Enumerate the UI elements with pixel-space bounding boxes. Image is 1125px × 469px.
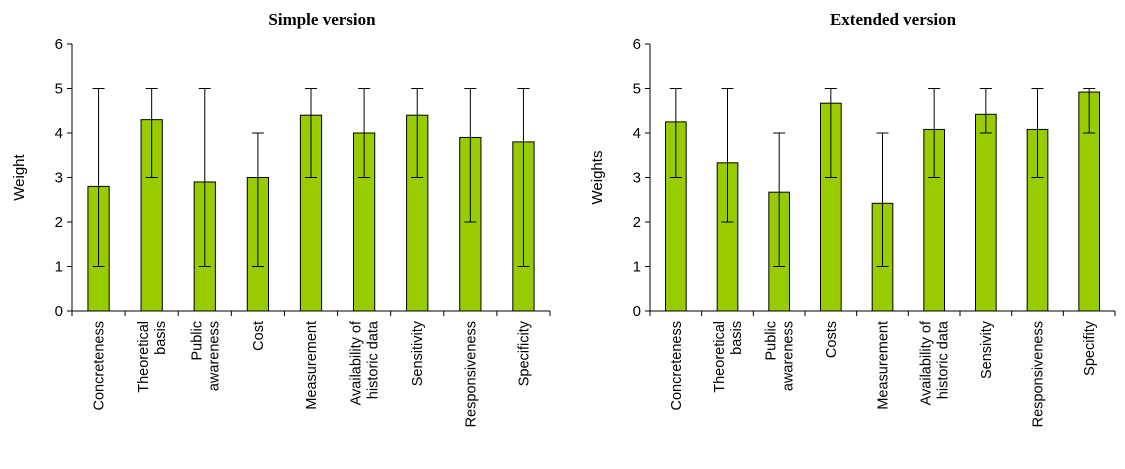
y-tick-label: 6: [633, 36, 641, 53]
y-tick-label: 0: [633, 303, 641, 320]
x-category-label: basis: [729, 321, 745, 355]
error-bar: [145, 88, 158, 178]
x-category-label: Responsiveness: [463, 321, 479, 427]
y-tick-label: 4: [633, 125, 641, 142]
error-bar: [824, 88, 837, 178]
error-bar: [251, 132, 264, 267]
simple-version-chart: Simple version Weight 0 1 2 3 4 5 6 Concreteness T…: [0, 0, 562, 469]
y-tick-label: 2: [55, 214, 63, 231]
x-category-label: Cost: [251, 321, 267, 351]
y-tick-label: 2: [633, 214, 641, 231]
error-bar: [1031, 88, 1044, 178]
x-category-label: awareness: [206, 321, 222, 391]
error-bar: [979, 88, 992, 134]
y-tick-label: 5: [633, 81, 641, 98]
error-bar: [358, 88, 371, 178]
error-bar: [92, 88, 105, 267]
y-tick-label: 6: [55, 36, 63, 53]
x-category-label: Theoretical: [712, 321, 728, 393]
bar: [975, 113, 997, 312]
x-category-label: Public: [764, 321, 780, 361]
x-category-label: Concreteness: [669, 321, 685, 410]
y-tick-label: 4: [55, 125, 63, 142]
y-tick-label: 1: [633, 259, 641, 276]
error-bar: [1083, 88, 1096, 134]
error-bar: [305, 88, 317, 178]
y-tick-label: 5: [55, 81, 63, 98]
error-bar: [411, 88, 424, 178]
x-category-label: Availability of: [919, 320, 935, 405]
error-bar: [928, 88, 941, 178]
extended-version-chart-svg: Extended version Weights 0 1 2 3 4 5 6 Concretene…: [589, 10, 1116, 427]
error-bar: [464, 88, 477, 223]
x-category-label: Measurement: [304, 321, 320, 410]
extended-version-chart: Extended version Weights 0 1 2 3 4 5 6 Concretene…: [563, 0, 1125, 469]
error-bar: [773, 132, 786, 267]
x-category-label: Concreteness: [92, 321, 108, 410]
x-category-label: Availability of: [349, 320, 365, 405]
y-axis-label: Weight: [11, 153, 28, 200]
x-category-label: Theoretical: [136, 321, 152, 393]
y-tick-label: 1: [55, 259, 63, 276]
y-tick-label: 3: [55, 170, 63, 187]
y-tick-label: 3: [633, 170, 641, 187]
x-category-label: Specificity: [516, 320, 532, 386]
x-category-label: historic data: [366, 320, 382, 399]
error-bar: [876, 132, 889, 267]
chart-title: Extended version: [830, 10, 957, 29]
chart-title: Simple version: [268, 10, 376, 29]
x-category-label: Responsiveness: [1031, 321, 1047, 427]
x-category-label: Sensivity: [979, 320, 995, 379]
y-tick-label: 0: [55, 303, 63, 320]
x-category-label: awareness: [781, 321, 797, 391]
x-category-label: Costs: [824, 321, 840, 358]
simple-version-chart-svg: Simple version Weight 0 1 2 3 4 5 6 Concreteness T…: [11, 10, 551, 427]
x-category-label: historic data: [936, 320, 952, 399]
x-category-label: Measurement: [876, 321, 892, 410]
x-category-label: Specifity: [1082, 320, 1098, 376]
x-category-label: Public: [189, 321, 205, 361]
error-bar: [517, 88, 530, 267]
y-axis-label: Weights: [589, 151, 606, 205]
x-category-label: Sensitivity: [410, 320, 426, 386]
error-bar: [198, 88, 211, 267]
error-bar: [721, 88, 734, 223]
error-bar: [669, 88, 682, 178]
x-category-label: basis: [153, 321, 169, 355]
